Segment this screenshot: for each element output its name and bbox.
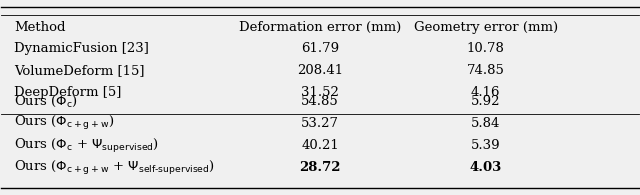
Text: 4.03: 4.03 (470, 161, 502, 174)
Text: DynamicFusion [23]: DynamicFusion [23] (14, 42, 149, 55)
Text: Ours ($\Phi_{\rm c+g+w}$): Ours ($\Phi_{\rm c+g+w}$) (14, 114, 115, 132)
Text: 10.78: 10.78 (467, 42, 504, 55)
Text: VolumeDeform [15]: VolumeDeform [15] (14, 64, 145, 77)
Text: 61.79: 61.79 (301, 42, 339, 55)
Text: Geometry error (mm): Geometry error (mm) (413, 21, 557, 34)
Text: 74.85: 74.85 (467, 64, 504, 77)
Text: 5.39: 5.39 (471, 139, 500, 152)
Text: Deformation error (mm): Deformation error (mm) (239, 21, 401, 34)
Text: 28.72: 28.72 (300, 161, 340, 174)
Text: 208.41: 208.41 (297, 64, 343, 77)
Text: 40.21: 40.21 (301, 139, 339, 152)
Text: 5.84: 5.84 (471, 117, 500, 130)
Text: Ours ($\Phi_{\rm c+g+w}$ + $\Psi_{\rm self\text{-}supervised}$): Ours ($\Phi_{\rm c+g+w}$ + $\Psi_{\rm se… (14, 159, 215, 177)
Text: Method: Method (14, 21, 66, 34)
Text: Ours ($\Phi_{\rm c}$): Ours ($\Phi_{\rm c}$) (14, 94, 78, 109)
Text: 31.52: 31.52 (301, 86, 339, 99)
Text: 53.27: 53.27 (301, 117, 339, 130)
Text: 4.16: 4.16 (471, 86, 500, 99)
Text: Ours ($\Phi_{\rm c}$ + $\Psi_{\rm supervised}$): Ours ($\Phi_{\rm c}$ + $\Psi_{\rm superv… (14, 136, 159, 155)
Text: 54.85: 54.85 (301, 95, 339, 108)
Text: DeepDeform [5]: DeepDeform [5] (14, 86, 122, 99)
Text: 5.92: 5.92 (471, 95, 500, 108)
